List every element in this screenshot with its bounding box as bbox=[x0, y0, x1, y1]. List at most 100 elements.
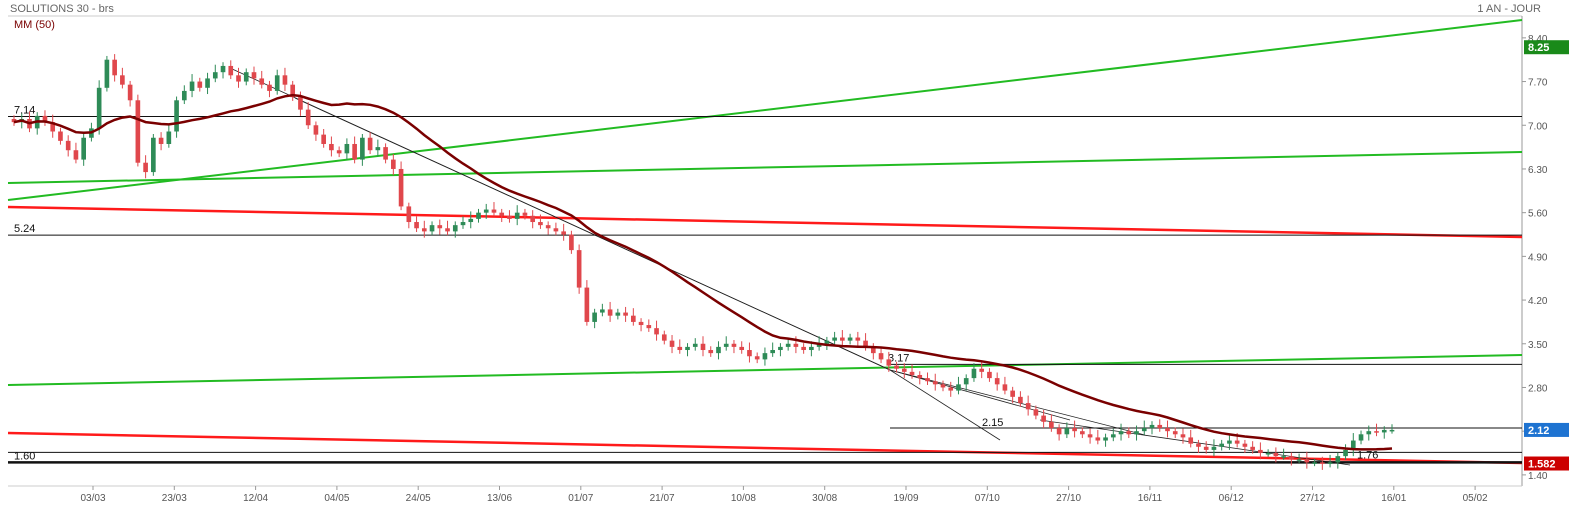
candle-body bbox=[1265, 453, 1271, 455]
candle-body bbox=[11, 119, 17, 123]
x-tick-label: 12/04 bbox=[243, 493, 268, 504]
candle-body bbox=[1366, 431, 1372, 435]
candle-body bbox=[104, 59, 110, 88]
candle-body bbox=[987, 371, 992, 379]
x-tick-label: 06/12 bbox=[1219, 493, 1244, 504]
candle-body bbox=[538, 222, 543, 226]
candle-body bbox=[468, 218, 474, 223]
y-tick-label: 1.40 bbox=[1528, 471, 1548, 482]
candle-body bbox=[135, 100, 141, 163]
candle-body bbox=[762, 353, 768, 360]
x-tick-label: 07/10 bbox=[975, 493, 1000, 504]
candle-body bbox=[840, 337, 845, 341]
candle-body bbox=[81, 137, 86, 160]
candle-body bbox=[754, 356, 760, 360]
candle-body bbox=[1320, 462, 1325, 464]
x-tick-label: 19/09 bbox=[893, 493, 918, 504]
candle-body bbox=[73, 150, 79, 160]
low-price-tag-bg bbox=[1524, 456, 1569, 471]
candle-body bbox=[220, 65, 226, 73]
candle-body bbox=[1289, 456, 1294, 460]
x-tick-label: 03/03 bbox=[80, 493, 105, 504]
candle-body bbox=[421, 228, 427, 232]
candle-body bbox=[584, 287, 590, 322]
candle-body bbox=[956, 384, 961, 391]
candle-body bbox=[1049, 421, 1054, 429]
x-tick-label: 16/11 bbox=[1138, 493, 1163, 504]
period-label[interactable]: 1 AN - JOUR bbox=[1477, 3, 1541, 15]
level-label: 3.17 bbox=[888, 352, 909, 364]
candle-body bbox=[847, 337, 853, 341]
candle-body bbox=[1281, 456, 1286, 458]
candle-body bbox=[313, 125, 319, 135]
x-tick-label: 27/12 bbox=[1300, 493, 1325, 504]
candle-body bbox=[445, 228, 450, 232]
candle-body bbox=[1103, 437, 1108, 441]
low-price-tag: 1.582 bbox=[1528, 459, 1556, 471]
candle-body bbox=[398, 168, 404, 207]
candle-body bbox=[778, 346, 783, 351]
candle-body bbox=[863, 340, 868, 347]
candle-body bbox=[228, 65, 234, 76]
candle-body bbox=[367, 137, 373, 151]
candle-body bbox=[1141, 428, 1147, 432]
candle-body bbox=[1002, 384, 1008, 391]
candle-body bbox=[236, 75, 241, 82]
candle-body bbox=[1149, 424, 1155, 429]
resistance-trendline bbox=[7, 151, 1523, 184]
candle-body bbox=[491, 209, 497, 213]
x-tick-label: 27/10 bbox=[1056, 493, 1081, 504]
candle-body bbox=[1087, 434, 1093, 438]
candle-body bbox=[685, 346, 690, 351]
resistance-trendline bbox=[7, 354, 1523, 386]
trendlines bbox=[7, 19, 1523, 466]
candle-body bbox=[42, 115, 48, 123]
candle-body bbox=[50, 122, 56, 132]
candle-body bbox=[352, 143, 357, 160]
candle-body bbox=[460, 222, 466, 226]
candle-body bbox=[1250, 446, 1255, 450]
candle-body bbox=[414, 222, 419, 229]
candle-body bbox=[120, 75, 125, 85]
x-tick-label: 30/08 bbox=[812, 493, 837, 504]
candle-body bbox=[507, 215, 512, 219]
candle-body bbox=[143, 162, 148, 173]
y-tick-label: 2.80 bbox=[1528, 383, 1548, 394]
candle-body bbox=[251, 72, 257, 79]
y-tick-label: 4.20 bbox=[1528, 296, 1548, 307]
candle-body bbox=[661, 334, 667, 341]
candle-body bbox=[1095, 437, 1101, 441]
candle-body bbox=[1188, 437, 1194, 444]
chart-grid bbox=[8, 15, 1523, 486]
candle-body bbox=[166, 131, 172, 144]
candle-body bbox=[607, 309, 613, 316]
x-axis: 03/03 23/03 12/04 04/05 24/05 13/06 01/07 21/07… bbox=[8, 485, 1522, 504]
candle-body bbox=[96, 87, 102, 129]
last-price-tag-bg bbox=[1524, 422, 1569, 437]
candle-body bbox=[452, 225, 458, 232]
moving-average-line bbox=[13, 93, 1393, 451]
candle-body bbox=[971, 368, 977, 379]
y-tick-label: 3.50 bbox=[1528, 340, 1548, 351]
candle-body bbox=[809, 346, 814, 351]
candle-body bbox=[383, 147, 388, 160]
candle-body bbox=[677, 346, 683, 351]
candle-body bbox=[530, 215, 536, 223]
candle-body bbox=[298, 97, 303, 110]
candle-body bbox=[1196, 443, 1201, 447]
candle-body bbox=[476, 212, 481, 219]
candle-body bbox=[174, 100, 179, 132]
candle-body bbox=[801, 346, 806, 351]
candle-body bbox=[925, 378, 930, 382]
candle-body bbox=[344, 143, 350, 154]
support-trendline bbox=[7, 205, 1523, 239]
candle-body bbox=[1389, 429, 1395, 432]
candle-body bbox=[1358, 434, 1364, 441]
candle-body bbox=[1025, 403, 1031, 410]
candle-body bbox=[576, 250, 582, 288]
candle-body bbox=[181, 90, 187, 101]
y-tick-label: 5.60 bbox=[1528, 209, 1548, 220]
candle-body bbox=[1072, 428, 1077, 432]
candle-body bbox=[1203, 446, 1209, 450]
